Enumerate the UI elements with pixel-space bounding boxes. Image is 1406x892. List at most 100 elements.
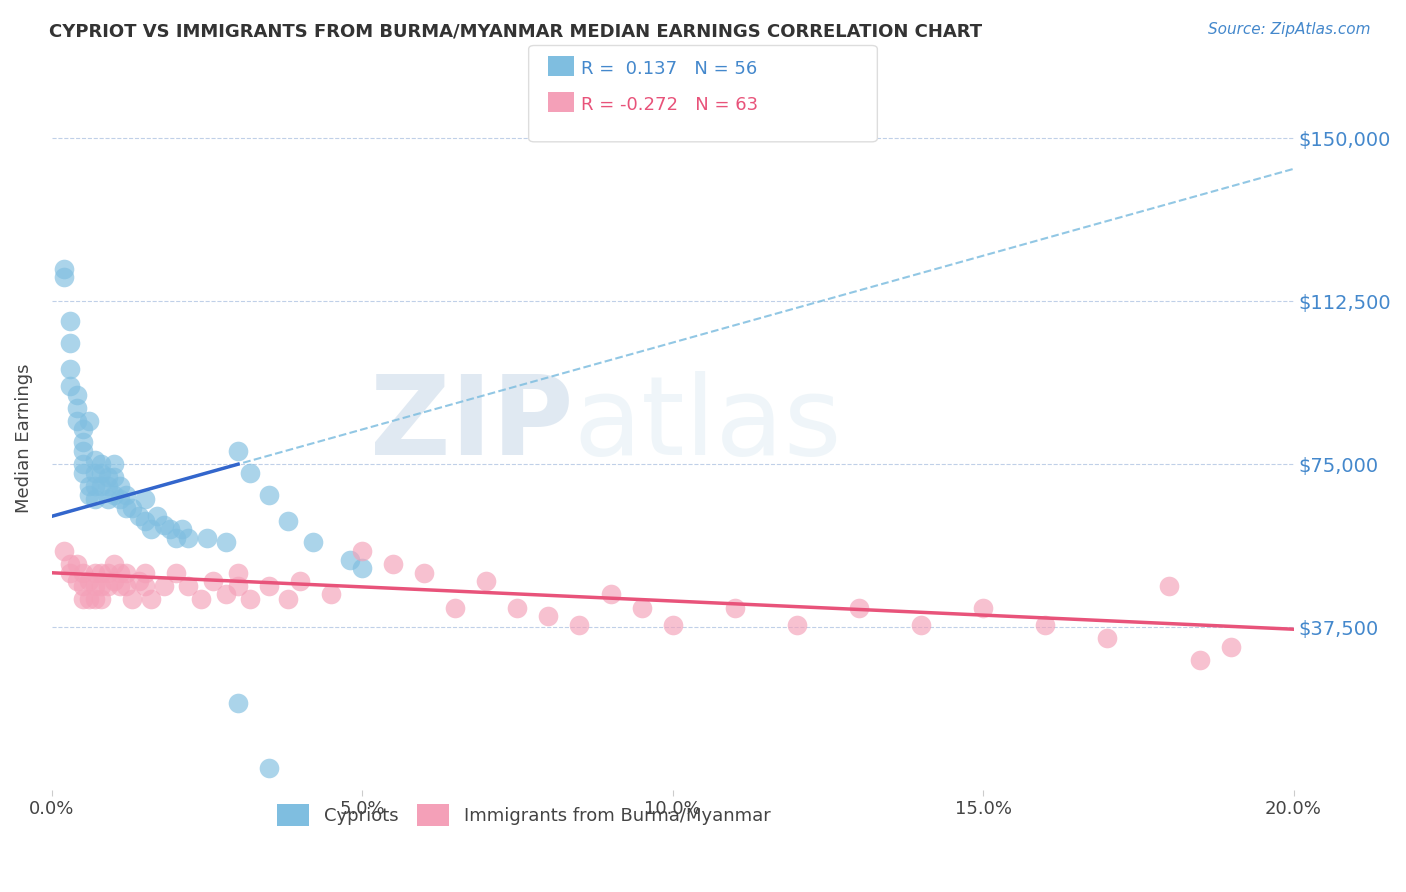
Point — [128, 574, 150, 589]
Point — [202, 574, 225, 589]
Point — [134, 579, 156, 593]
Point — [301, 535, 323, 549]
Point — [257, 579, 280, 593]
Point — [152, 518, 174, 533]
Point — [103, 557, 125, 571]
Point — [972, 600, 994, 615]
Point — [97, 579, 120, 593]
Point — [59, 361, 82, 376]
Point — [159, 522, 181, 536]
Text: ZIP: ZIP — [370, 370, 574, 477]
Point — [77, 487, 100, 501]
Point — [226, 579, 249, 593]
Point — [134, 514, 156, 528]
Point — [97, 470, 120, 484]
Point — [72, 466, 94, 480]
Point — [84, 466, 107, 480]
Legend: Cypriots, Immigrants from Burma/Myanmar: Cypriots, Immigrants from Burma/Myanmar — [270, 797, 778, 834]
Point — [108, 479, 131, 493]
Point — [506, 600, 529, 615]
Point — [90, 457, 112, 471]
Point — [72, 435, 94, 450]
Point — [53, 261, 76, 276]
Point — [59, 314, 82, 328]
Point — [90, 479, 112, 493]
Point — [103, 457, 125, 471]
Point — [214, 587, 236, 601]
Y-axis label: Median Earnings: Median Earnings — [15, 363, 32, 513]
Point — [115, 566, 138, 580]
Point — [190, 591, 212, 606]
Point — [72, 422, 94, 436]
Point — [661, 618, 683, 632]
Point — [910, 618, 932, 632]
Point — [97, 479, 120, 493]
Point — [630, 600, 652, 615]
Point — [1189, 652, 1212, 666]
Point — [195, 531, 218, 545]
Point — [84, 453, 107, 467]
Point — [413, 566, 436, 580]
Point — [214, 535, 236, 549]
Point — [239, 591, 262, 606]
Point — [115, 500, 138, 515]
Point — [382, 557, 405, 571]
Point — [115, 579, 138, 593]
Point — [90, 566, 112, 580]
Point — [288, 574, 311, 589]
Point — [339, 553, 361, 567]
Point — [226, 696, 249, 710]
Point — [72, 444, 94, 458]
Point — [352, 544, 374, 558]
Point — [724, 600, 747, 615]
Point — [568, 618, 591, 632]
Point — [121, 500, 143, 515]
Point — [90, 591, 112, 606]
Point — [84, 579, 107, 593]
Point — [77, 414, 100, 428]
Text: Source: ZipAtlas.com: Source: ZipAtlas.com — [1208, 22, 1371, 37]
Point — [59, 379, 82, 393]
Point — [128, 509, 150, 524]
Point — [257, 487, 280, 501]
Text: atlas: atlas — [574, 370, 842, 477]
Point — [444, 600, 467, 615]
Point — [77, 591, 100, 606]
Point — [139, 591, 162, 606]
Point — [115, 487, 138, 501]
Point — [59, 557, 82, 571]
Point — [72, 579, 94, 593]
Point — [1033, 618, 1056, 632]
Point — [1220, 640, 1243, 654]
Point — [84, 566, 107, 580]
Point — [352, 561, 374, 575]
Point — [97, 491, 120, 506]
Point — [77, 479, 100, 493]
Point — [257, 761, 280, 775]
Point — [226, 566, 249, 580]
Point — [1159, 579, 1181, 593]
Point — [134, 491, 156, 506]
Point — [65, 414, 87, 428]
Point — [277, 591, 299, 606]
Point — [108, 491, 131, 506]
Point — [65, 574, 87, 589]
Point — [177, 579, 200, 593]
Point — [239, 466, 262, 480]
Point — [84, 479, 107, 493]
Point — [121, 591, 143, 606]
Point — [59, 335, 82, 350]
Point — [53, 270, 76, 285]
Point — [277, 514, 299, 528]
Point — [103, 470, 125, 484]
Point — [139, 522, 162, 536]
Point — [321, 587, 343, 601]
Point — [90, 466, 112, 480]
Point — [599, 587, 621, 601]
Text: CYPRIOT VS IMMIGRANTS FROM BURMA/MYANMAR MEDIAN EARNINGS CORRELATION CHART: CYPRIOT VS IMMIGRANTS FROM BURMA/MYANMAR… — [49, 22, 983, 40]
Point — [53, 544, 76, 558]
Point — [72, 591, 94, 606]
Point — [177, 531, 200, 545]
Point — [134, 566, 156, 580]
Point — [108, 566, 131, 580]
